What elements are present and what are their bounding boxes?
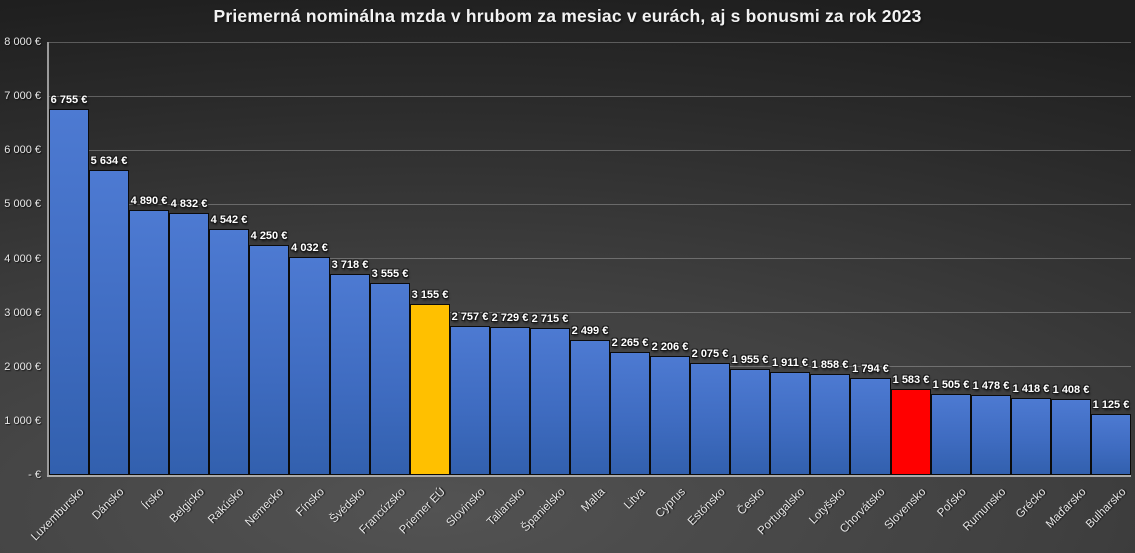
bar-rak-sko bbox=[209, 229, 249, 475]
x-axis-category-label: Nemecko bbox=[243, 486, 287, 529]
x-axis-category-label: Poľsko bbox=[935, 486, 969, 520]
chart-title: Priemerná nominálna mzda v hrubom za mes… bbox=[213, 6, 922, 26]
bar-rumunsko bbox=[971, 395, 1011, 475]
y-axis-tick-label: 4 000 € bbox=[4, 252, 41, 265]
x-axis-category-label: Slovinsko bbox=[444, 486, 488, 530]
y-axis-line bbox=[47, 42, 49, 475]
bar-value-label: 1 794 € bbox=[852, 362, 889, 375]
bar-value-label: 1 418 € bbox=[1012, 383, 1050, 396]
bar-nemecko bbox=[249, 244, 289, 475]
bar-value-label: 3 155 € bbox=[411, 289, 449, 302]
bar-value-label: 2 715 € bbox=[531, 313, 569, 326]
bar-value-label: 4 250 € bbox=[250, 229, 288, 242]
bar--panielsko bbox=[530, 328, 570, 475]
y-axis-tick-label: 6 000 € bbox=[4, 144, 41, 157]
bar-value-label: 3 555 € bbox=[371, 267, 409, 280]
bar-value-label: 4 542 € bbox=[210, 214, 248, 227]
bar-litva bbox=[610, 352, 650, 475]
x-axis-category-label: Rakúsko bbox=[206, 486, 247, 527]
bar-value-label: 4 890 € bbox=[130, 195, 168, 208]
bar-po-sko bbox=[931, 393, 971, 475]
gridline bbox=[49, 95, 1131, 97]
x-axis-category-label: Belgicko bbox=[167, 486, 207, 526]
x-axis-category-label: Maďarsko bbox=[1043, 486, 1089, 531]
bar-bulharsko bbox=[1091, 414, 1131, 475]
bar-priemer-e- bbox=[410, 304, 450, 475]
bar-taliansko bbox=[490, 327, 530, 475]
bar-value-label: 1 911 € bbox=[771, 356, 809, 369]
bar-value-label: 2 075 € bbox=[691, 347, 729, 360]
bar-malta bbox=[570, 339, 610, 475]
bar-slovensko bbox=[891, 389, 931, 475]
bar-franc-zsko bbox=[370, 282, 410, 475]
x-axis-category-label: Estónsko bbox=[685, 486, 728, 528]
bar-value-label: 1 858 € bbox=[811, 359, 849, 372]
x-axis-category-label: Švédsko bbox=[327, 486, 368, 526]
x-axis-category-label: Írsko bbox=[140, 486, 167, 513]
bar-value-label: 2 757 € bbox=[451, 310, 489, 323]
bar-f-nsko bbox=[289, 256, 330, 475]
bar-value-label: 3 718 € bbox=[331, 258, 369, 271]
y-axis-tick-label: 1 000 € bbox=[4, 414, 41, 427]
bar-value-label: 1 955 € bbox=[731, 354, 769, 367]
gridline bbox=[49, 312, 1131, 314]
x-axis-category-label: Cyprus bbox=[653, 486, 688, 521]
x-axis-category-label: Grécko bbox=[1013, 486, 1049, 521]
bar-value-label: 4 832 € bbox=[170, 198, 208, 211]
bar--rsko bbox=[129, 210, 169, 475]
x-axis-category-label: Bulharsko bbox=[1083, 486, 1129, 531]
y-axis-tick-label: 7 000 € bbox=[4, 90, 41, 103]
gridline bbox=[49, 203, 1131, 205]
y-axis-tick-label: 3 000 € bbox=[4, 306, 41, 319]
bar-value-label: 1 408 € bbox=[1052, 383, 1090, 396]
x-axis-category-label: Česko bbox=[735, 486, 768, 518]
x-axis-category-label: Fínsko bbox=[294, 486, 327, 519]
bar-value-label: 2 499 € bbox=[571, 324, 609, 337]
bar-value-label: 2 265 € bbox=[611, 337, 649, 350]
bar-value-label: 1 478 € bbox=[972, 380, 1010, 392]
bar-belgicko bbox=[169, 213, 209, 475]
x-axis-category-label: Litva bbox=[621, 486, 648, 512]
gridline bbox=[49, 41, 1131, 43]
bar--esko bbox=[730, 369, 770, 475]
bar-ma-arsko bbox=[1051, 398, 1091, 475]
gridline bbox=[49, 258, 1131, 259]
bar-slovinsko bbox=[450, 325, 490, 475]
bar-portugalsko bbox=[770, 371, 810, 475]
bar-est-nsko bbox=[690, 362, 730, 475]
bar--v-dsko bbox=[330, 273, 370, 475]
bar-value-label: 4 032 € bbox=[291, 241, 328, 254]
x-axis-category-label: Taliansko bbox=[485, 486, 528, 529]
y-axis-tick-label: - € bbox=[28, 469, 41, 481]
bar-chorv-tsko bbox=[850, 377, 891, 475]
y-axis-tick-label: 2 000 € bbox=[4, 360, 41, 373]
x-axis-category-label: Dánsko bbox=[90, 486, 127, 523]
bar-gr-cko bbox=[1011, 398, 1051, 475]
x-axis-category-label: Lotyšsko bbox=[806, 486, 848, 527]
x-axis-category-label: Malta bbox=[579, 486, 608, 515]
gridline bbox=[49, 149, 1131, 151]
bar-d-nsko bbox=[89, 170, 129, 475]
bar-loty-sko bbox=[810, 374, 850, 475]
x-axis-category-label: Slovensko bbox=[882, 486, 929, 533]
bar-value-label: 1 583 € bbox=[892, 374, 930, 387]
bar-cyprus bbox=[650, 355, 690, 475]
bar-value-label: 2 729 € bbox=[491, 312, 529, 325]
bar-value-label: 5 634 € bbox=[90, 155, 128, 168]
bar-value-label: 6 755 € bbox=[50, 94, 88, 107]
bar-value-label: 1 505 € bbox=[932, 378, 970, 391]
y-axis-tick-label: 5 000 € bbox=[4, 198, 41, 211]
x-axis-line bbox=[47, 475, 1131, 477]
bar-value-label: 1 125 € bbox=[1092, 399, 1130, 412]
y-axis-tick-label: 8 000 € bbox=[4, 36, 41, 48]
x-axis-category-label: Luxembursko bbox=[29, 486, 87, 544]
bar-value-label: 2 206 € bbox=[651, 340, 689, 353]
bar-luxembursko bbox=[49, 109, 89, 475]
